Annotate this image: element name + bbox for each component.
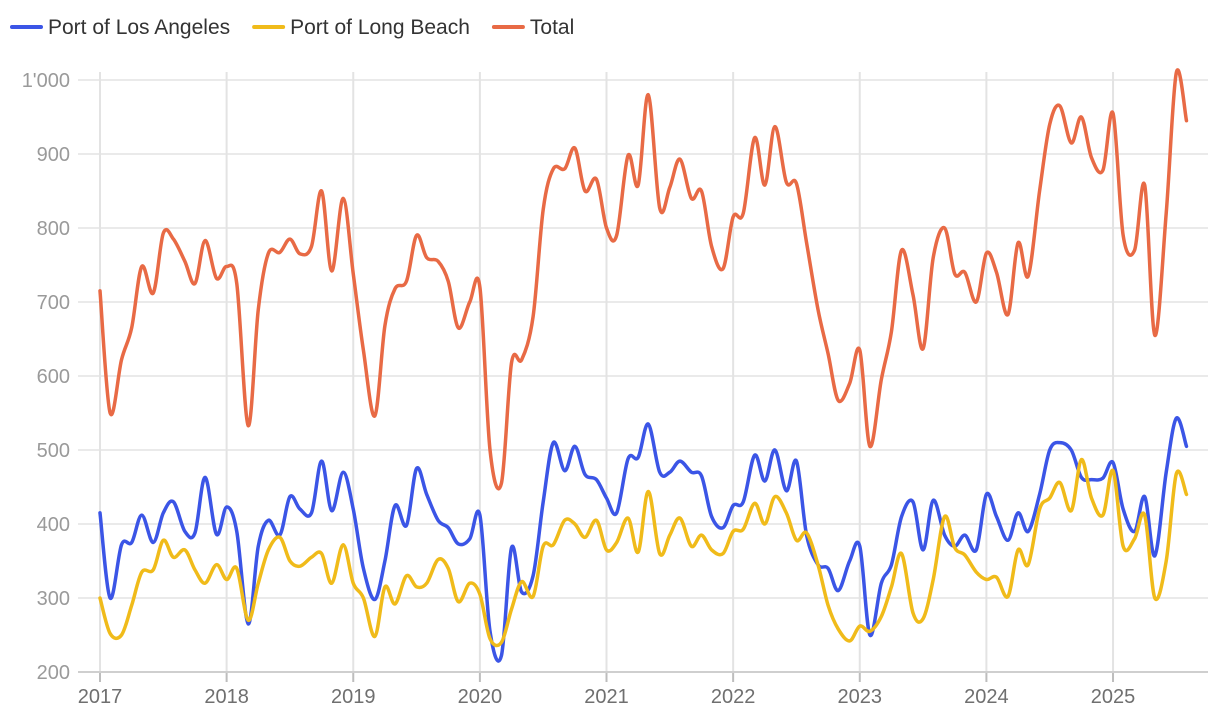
y-tick-label: 900	[37, 144, 70, 166]
x-tick-label: 2024	[964, 686, 1009, 708]
y-tick-label: 200	[37, 662, 70, 684]
x-tick-label: 2017	[78, 686, 123, 708]
legend-label: Port of Los Angeles	[48, 16, 230, 39]
series-line-total	[98, 68, 1189, 491]
series-line-port-of-long-beach	[98, 457, 1189, 648]
y-tick-label: 400	[37, 514, 70, 536]
x-tick-label: 2023	[838, 686, 883, 708]
y-tick-label: 1'000	[22, 70, 70, 92]
y-tick-label: 300	[37, 588, 70, 610]
series-line-port-of-los-angeles	[98, 416, 1189, 663]
legend-item-port-of-los-angeles: Port of Los Angeles	[10, 16, 230, 39]
grid	[78, 72, 1208, 672]
x-tick-label: 2018	[204, 686, 249, 708]
series-group	[98, 68, 1189, 663]
y-tick-label: 500	[37, 440, 70, 462]
x-tick-label: 2021	[584, 686, 629, 708]
x-tick-label: 2022	[711, 686, 756, 708]
y-tick-label: 600	[37, 366, 70, 388]
legend: Port of Los Angeles Port of Long Beach Tot…	[10, 16, 574, 39]
y-tick-label: 700	[37, 292, 70, 314]
y-tick-label: 800	[37, 218, 70, 240]
x-axis: 2017 2018 2019 2020 2021 2022 2023 2024 2025	[78, 671, 1208, 708]
legend-label: Port of Long Beach	[290, 16, 470, 39]
legend-item-total: Total	[491, 16, 574, 39]
x-tick-label: 2019	[331, 686, 376, 708]
legend-item-port-of-long-beach: Port of Long Beach	[252, 16, 470, 39]
x-tick-label: 2020	[458, 686, 503, 708]
y-axis: 200 300 400 500 600 700 800 900 1'000	[22, 70, 70, 684]
legend-label: Total	[530, 16, 574, 39]
x-tick-label: 2025	[1091, 686, 1136, 708]
